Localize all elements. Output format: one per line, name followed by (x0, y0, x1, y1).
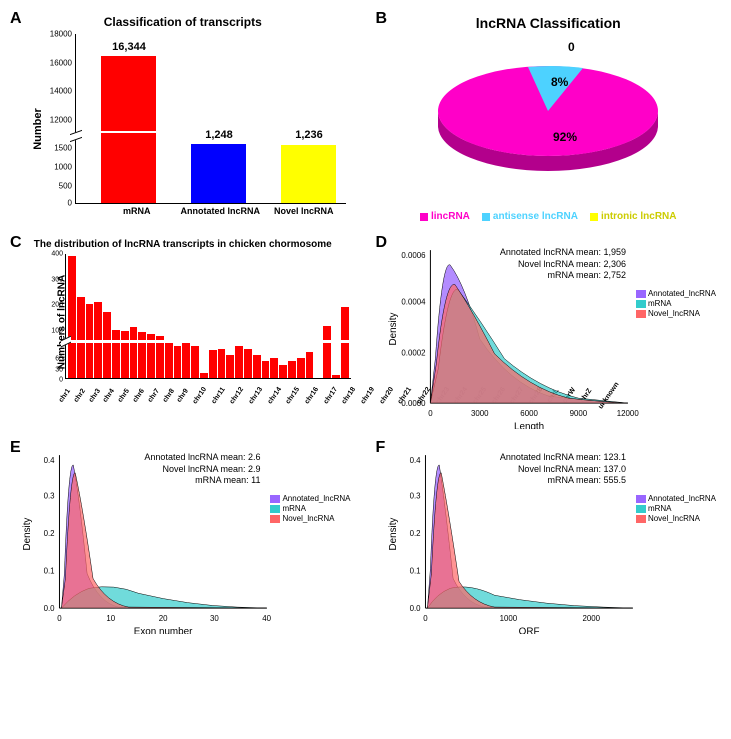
svg-text:0.4: 0.4 (44, 456, 56, 465)
ytick: 100 (51, 327, 65, 334)
svg-text:0.2: 0.2 (44, 529, 55, 538)
panel-d: D Annotated lncRNA mean: 1,959 Novel lnc… (376, 234, 722, 429)
bar-annotated-value: 1,248 (179, 129, 259, 141)
panel-f-label: F (376, 439, 386, 457)
panel-c-bars (68, 254, 349, 378)
ytick: 14000 (50, 87, 75, 96)
panel-b-legend: lincRNA antisense lncRNA intronic lncRNA (376, 211, 722, 222)
panel-f-legend: Annotated_lncRNA mRNA Novel_lncRNA (636, 494, 716, 524)
svg-text:0.0002: 0.0002 (401, 349, 425, 358)
xlabel-mrna: mRNA (95, 206, 179, 224)
ytick: 1500 (54, 144, 75, 153)
svg-text:0: 0 (423, 614, 428, 623)
svg-text:40: 40 (262, 614, 271, 623)
panel-a-title: Classification of transcripts (10, 15, 356, 29)
svg-text:0.0: 0.0 (44, 604, 56, 613)
panel-b: B lncRNA Classification 0 8% 92% lincRNA… (376, 10, 722, 224)
ytick: 400 (51, 251, 65, 258)
panel-f-ylabel: Density (387, 518, 398, 551)
ytick: 12000 (50, 115, 75, 124)
panel-c-title: The distribution of lncRNA transcripts i… (10, 239, 356, 250)
panel-f-means: Annotated lncRNA mean: 123.1 Novel lncRN… (500, 452, 626, 487)
pie-chart: 0 8% 92% (418, 36, 678, 186)
svg-text:30: 30 (210, 614, 219, 623)
bar-mrna-value: 16,344 (89, 41, 169, 53)
ytick: 200 (51, 302, 65, 309)
ytick: 16000 (50, 58, 75, 67)
panel-e-ylabel: Density (22, 518, 33, 551)
ytick: 18000 (50, 30, 75, 39)
panel-e-legend: Annotated_lncRNA mRNA Novel_lncRNA (270, 494, 350, 524)
xlabel-annotated: Annotated lncRNA (179, 206, 263, 224)
svg-text:0.0000: 0.0000 (401, 399, 426, 408)
panel-a-label: A (10, 10, 22, 28)
panel-e-xlabel: Exon number (134, 627, 193, 634)
svg-text:1000: 1000 (499, 614, 517, 623)
xlabel-novel: Novel lncRNA (262, 206, 346, 224)
panel-b-label: B (376, 10, 388, 28)
ytick: 30 (55, 366, 65, 373)
svg-text:9000: 9000 (569, 409, 587, 418)
pie-8pct-label: 8% (551, 75, 569, 89)
svg-text:0: 0 (428, 409, 433, 418)
svg-text:0.0: 0.0 (409, 604, 421, 613)
panel-d-xlabel: Length (514, 422, 544, 429)
ytick: 0 (68, 199, 75, 208)
svg-text:0.1: 0.1 (409, 567, 420, 576)
panel-e-means: Annotated lncRNA mean: 2.6 Novel lncRNA … (144, 452, 260, 487)
pie-zero-label: 0 (568, 40, 575, 54)
ytick: 60 (55, 356, 65, 363)
legend-intronic: intronic lncRNA (601, 211, 677, 222)
panel-a-ylabel: Number (32, 108, 44, 150)
svg-text:0.1: 0.1 (44, 567, 55, 576)
legend-lincrna: lincRNA (431, 211, 470, 222)
pie-92pct-label: 92% (553, 130, 577, 144)
svg-text:3000: 3000 (470, 409, 488, 418)
svg-text:2000: 2000 (582, 614, 600, 623)
panel-c-xlabels: chr1chr2chr3chr4chr5chr6chr7chr8chr9chr1… (65, 379, 351, 424)
ytick: 500 (59, 182, 75, 191)
bar-novel-value: 1,236 (269, 129, 349, 141)
svg-text:0.0004: 0.0004 (401, 297, 426, 306)
panel-d-legend: Annotated_lncRNA mRNA Novel_lncRNA (636, 289, 716, 319)
panel-b-title: lncRNA Classification (376, 15, 722, 31)
svg-text:10: 10 (106, 614, 115, 623)
panel-d-ylabel: Density (387, 313, 398, 346)
panel-d-means: Annotated lncRNA mean: 1,959 Novel lncRN… (500, 247, 626, 282)
ytick: 300 (51, 276, 65, 283)
panel-f: F Annotated lncRNA mean: 123.1 Novel lnc… (376, 439, 722, 634)
svg-text:0.3: 0.3 (409, 492, 421, 501)
panel-a: A Classification of transcripts Number 1… (10, 10, 356, 224)
svg-text:0.4: 0.4 (409, 456, 421, 465)
legend-antisense: antisense lncRNA (493, 211, 578, 222)
svg-text:6000: 6000 (520, 409, 538, 418)
panel-e: E Annotated lncRNA mean: 2.6 Novel lncRN… (10, 439, 356, 634)
svg-text:0: 0 (57, 614, 62, 623)
svg-text:0.2: 0.2 (409, 529, 420, 538)
panel-c-label: C (10, 234, 22, 252)
svg-text:0.0006: 0.0006 (401, 251, 426, 260)
panel-a-plot: 16,344 1,248 1,236 (75, 34, 346, 204)
panel-f-xlabel: ORF (518, 627, 539, 634)
panel-c: C The distribution of lncRNA transcripts… (10, 234, 356, 429)
svg-text:12000: 12000 (616, 409, 639, 418)
ytick: 1000 (54, 163, 75, 172)
svg-text:20: 20 (159, 614, 168, 623)
svg-text:0.3: 0.3 (44, 492, 56, 501)
